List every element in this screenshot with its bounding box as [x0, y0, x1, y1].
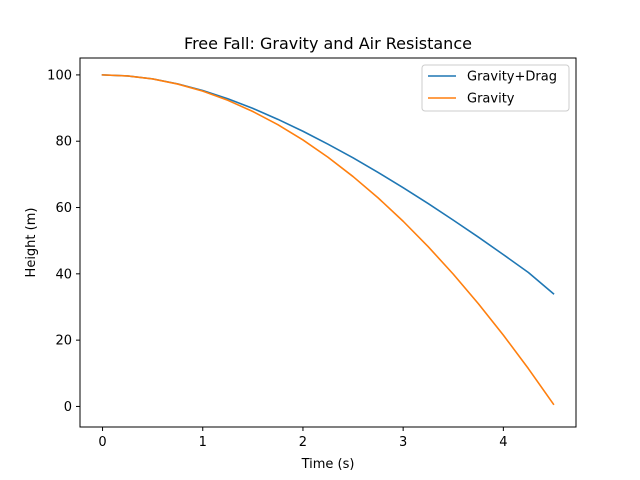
x-tick-label: 4	[499, 435, 507, 450]
legend-box	[421, 64, 570, 112]
legend: Gravity+Drag Gravity	[421, 64, 570, 112]
plot-lines	[101, 74, 555, 406]
chart-title: Free Fall: Gravity and Air Resistance	[184, 34, 472, 53]
series-line-1	[101, 74, 555, 406]
legend-label-0: Gravity+Drag	[467, 70, 557, 85]
x-axis-label: Time (s)	[301, 457, 355, 472]
y-axis: 0 20 40 60 80 100	[47, 68, 80, 415]
legend-label-1: Gravity	[467, 92, 515, 107]
x-tick-label: 1	[199, 435, 207, 450]
y-tick-label: 0	[64, 400, 72, 415]
y-tick-label: 80	[55, 135, 72, 150]
x-tick-label: 0	[98, 435, 106, 450]
x-tick-label: 3	[399, 435, 407, 450]
y-tick-label: 20	[55, 334, 72, 349]
y-axis-label: Height (m)	[24, 208, 39, 278]
x-axis: 0 1 2 3 4	[98, 427, 507, 450]
y-tick-label: 40	[55, 267, 72, 282]
plot-frame	[79, 57, 577, 428]
y-tick-label: 100	[47, 68, 72, 83]
y-tick-label: 60	[55, 201, 72, 216]
x-tick-label: 2	[299, 435, 307, 450]
